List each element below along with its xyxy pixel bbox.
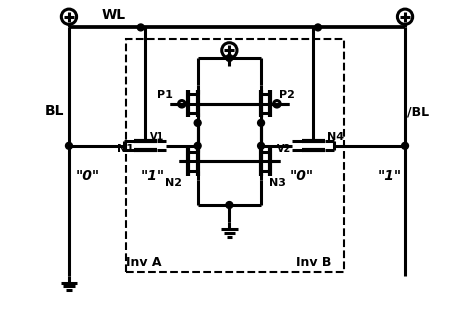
Circle shape (401, 142, 409, 149)
Text: WL: WL (101, 8, 126, 22)
Text: "1": "1" (378, 169, 402, 183)
Text: /BL: /BL (407, 105, 429, 118)
Circle shape (315, 24, 321, 31)
Circle shape (226, 201, 233, 208)
Text: "0": "0" (290, 169, 314, 183)
Circle shape (137, 24, 144, 31)
Text: N3: N3 (269, 178, 286, 188)
Circle shape (258, 119, 264, 126)
Circle shape (65, 142, 73, 149)
Text: BL: BL (45, 104, 64, 118)
Text: "0": "0" (76, 169, 100, 183)
Text: Inv A: Inv A (126, 256, 161, 269)
Text: P2: P2 (279, 90, 294, 100)
Circle shape (226, 54, 233, 61)
Circle shape (194, 142, 201, 149)
Text: N4: N4 (327, 132, 344, 142)
Circle shape (258, 142, 264, 149)
Text: V1: V1 (150, 132, 164, 142)
Text: N1: N1 (117, 143, 134, 154)
Text: P1: P1 (156, 90, 173, 100)
Bar (126, 39, 344, 272)
Text: N2: N2 (164, 178, 182, 188)
Text: V2: V2 (277, 143, 292, 154)
Text: Inv B: Inv B (296, 256, 331, 269)
Circle shape (194, 119, 201, 126)
Text: "1": "1" (141, 169, 165, 183)
